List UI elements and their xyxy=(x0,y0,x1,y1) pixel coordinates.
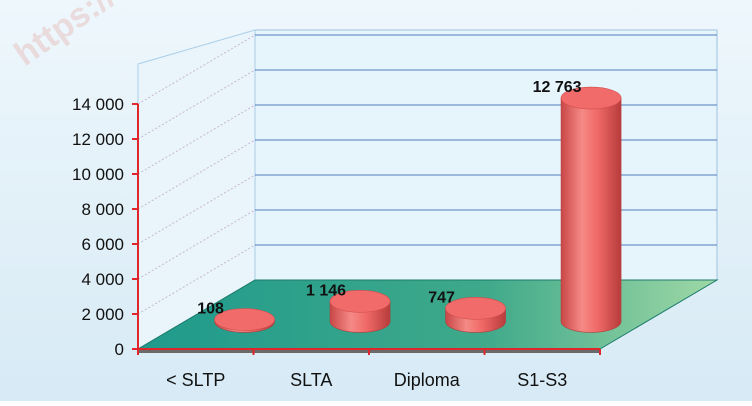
bar-top xyxy=(560,86,622,110)
y-tick-label: 4 000 xyxy=(81,270,124,289)
data-label: 747 xyxy=(428,289,455,306)
x-tick-label: SLTA xyxy=(290,370,332,390)
back-wall xyxy=(254,29,718,281)
y-tick-label: 10 000 xyxy=(72,165,124,184)
bar xyxy=(445,297,506,333)
gridline-side xyxy=(137,209,256,280)
data-label: 1 146 xyxy=(306,282,346,299)
x-tick-label: S1-S3 xyxy=(517,370,567,390)
data-label: 108 xyxy=(197,301,224,318)
gridline-side xyxy=(137,104,256,175)
y-tick-label: 6 000 xyxy=(81,235,124,254)
bar xyxy=(214,308,275,333)
gridline-side xyxy=(137,139,256,210)
gridline-side xyxy=(137,69,256,140)
y-tick-label: 14 000 xyxy=(72,95,124,114)
y-tick-label: 2 000 xyxy=(81,305,124,324)
y-tick-label: 12 000 xyxy=(72,130,124,149)
x-tick-label: Diploma xyxy=(394,370,461,390)
bar-top xyxy=(329,290,391,313)
gridline-side xyxy=(137,174,256,245)
y-tick-label: 8 000 xyxy=(81,200,124,219)
bar-top xyxy=(214,308,275,331)
x-tick-label: < SLTP xyxy=(166,370,225,390)
bar-top xyxy=(445,297,506,320)
bar-body xyxy=(560,97,622,333)
bar xyxy=(560,86,622,333)
data-label: 12 763 xyxy=(533,79,582,96)
gridline-side xyxy=(137,244,256,315)
gridline-side xyxy=(137,34,256,105)
bar xyxy=(329,290,391,333)
y-tick-label: 0 xyxy=(115,340,124,359)
